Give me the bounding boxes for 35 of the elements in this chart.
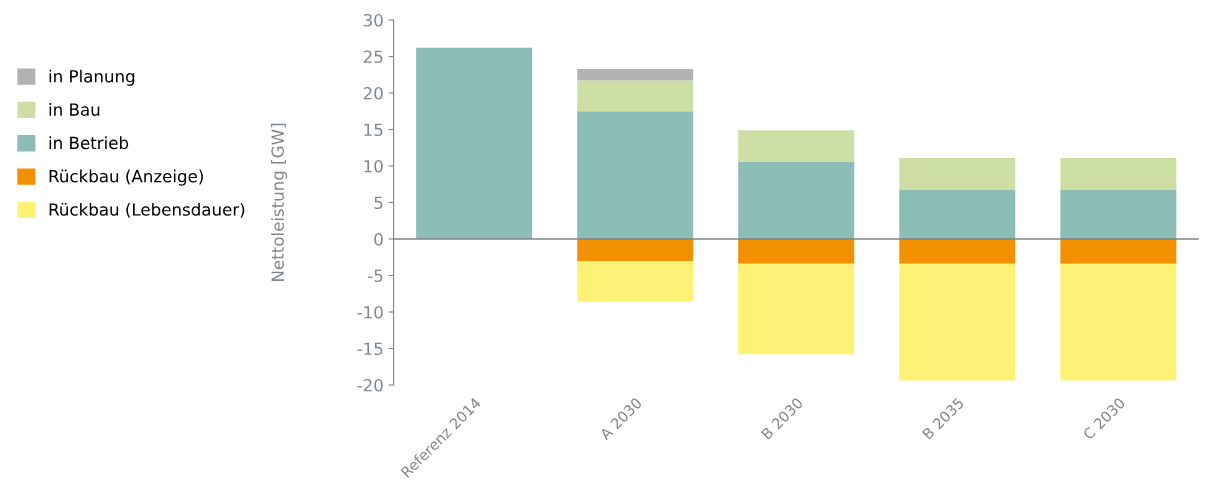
legend-label: Rückbau (Anzeige) — [49, 169, 203, 186]
legend-label: Rückbau (Lebensdauer) — [49, 202, 245, 218]
y-tick-label: 25 — [363, 50, 383, 64]
bar — [1060, 263, 1177, 381]
y-tick-label: 10 — [364, 159, 383, 173]
bar — [416, 47, 533, 239]
bar — [577, 239, 694, 261]
bar — [577, 111, 694, 239]
legend-label: in Betrieb — [49, 136, 129, 150]
bar — [738, 239, 855, 264]
bar — [738, 130, 855, 162]
bar — [738, 263, 855, 355]
y-tick-label: 15 — [364, 123, 383, 137]
bar — [1060, 157, 1177, 191]
y-tick-label: 20 — [363, 86, 383, 100]
y-tick-label: -20 — [357, 378, 383, 392]
bar — [1060, 239, 1177, 264]
bar — [577, 260, 694, 302]
bar — [577, 68, 694, 81]
y-tick-label: -15 — [357, 342, 383, 356]
bar — [899, 263, 1016, 381]
bar — [899, 239, 1016, 264]
bar — [1060, 190, 1177, 239]
y-tick-label: 0 — [374, 232, 383, 246]
y-tick-label: 5 — [374, 196, 383, 210]
y-tick-label: 30 — [363, 13, 383, 27]
y-axis-title: Nettoleistung [GW] — [271, 123, 288, 281]
bar — [899, 157, 1016, 191]
legend-label: in Bau — [49, 102, 100, 116]
bar — [577, 80, 694, 112]
bar — [738, 161, 855, 239]
y-tick-label: -10 — [357, 305, 383, 319]
legend-label: in Planung — [49, 69, 135, 86]
bar — [899, 190, 1016, 239]
y-tick-label: -5 — [368, 269, 383, 283]
